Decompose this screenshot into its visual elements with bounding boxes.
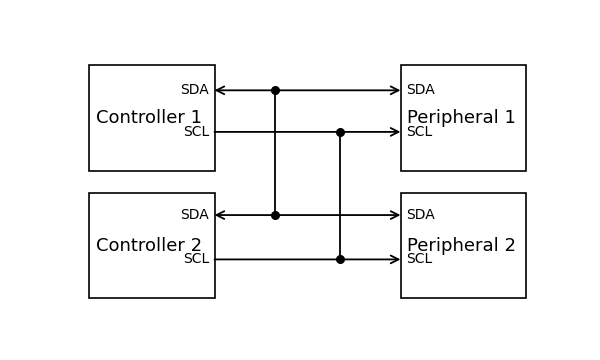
Text: Peripheral 2: Peripheral 2 [407, 237, 517, 255]
Text: SCL: SCL [406, 125, 433, 139]
Text: SDA: SDA [406, 83, 435, 97]
Text: SDA: SDA [180, 208, 209, 222]
Text: Peripheral 1: Peripheral 1 [407, 109, 517, 127]
FancyBboxPatch shape [401, 193, 526, 298]
Text: SCL: SCL [406, 252, 433, 266]
Text: SDA: SDA [406, 208, 435, 222]
FancyBboxPatch shape [89, 193, 215, 298]
Text: SDA: SDA [180, 83, 209, 97]
FancyBboxPatch shape [89, 66, 215, 171]
Text: Controller 1: Controller 1 [96, 109, 202, 127]
Text: Controller 2: Controller 2 [96, 237, 202, 255]
Text: SCL: SCL [182, 252, 209, 266]
Text: SCL: SCL [182, 125, 209, 139]
FancyBboxPatch shape [401, 66, 526, 171]
